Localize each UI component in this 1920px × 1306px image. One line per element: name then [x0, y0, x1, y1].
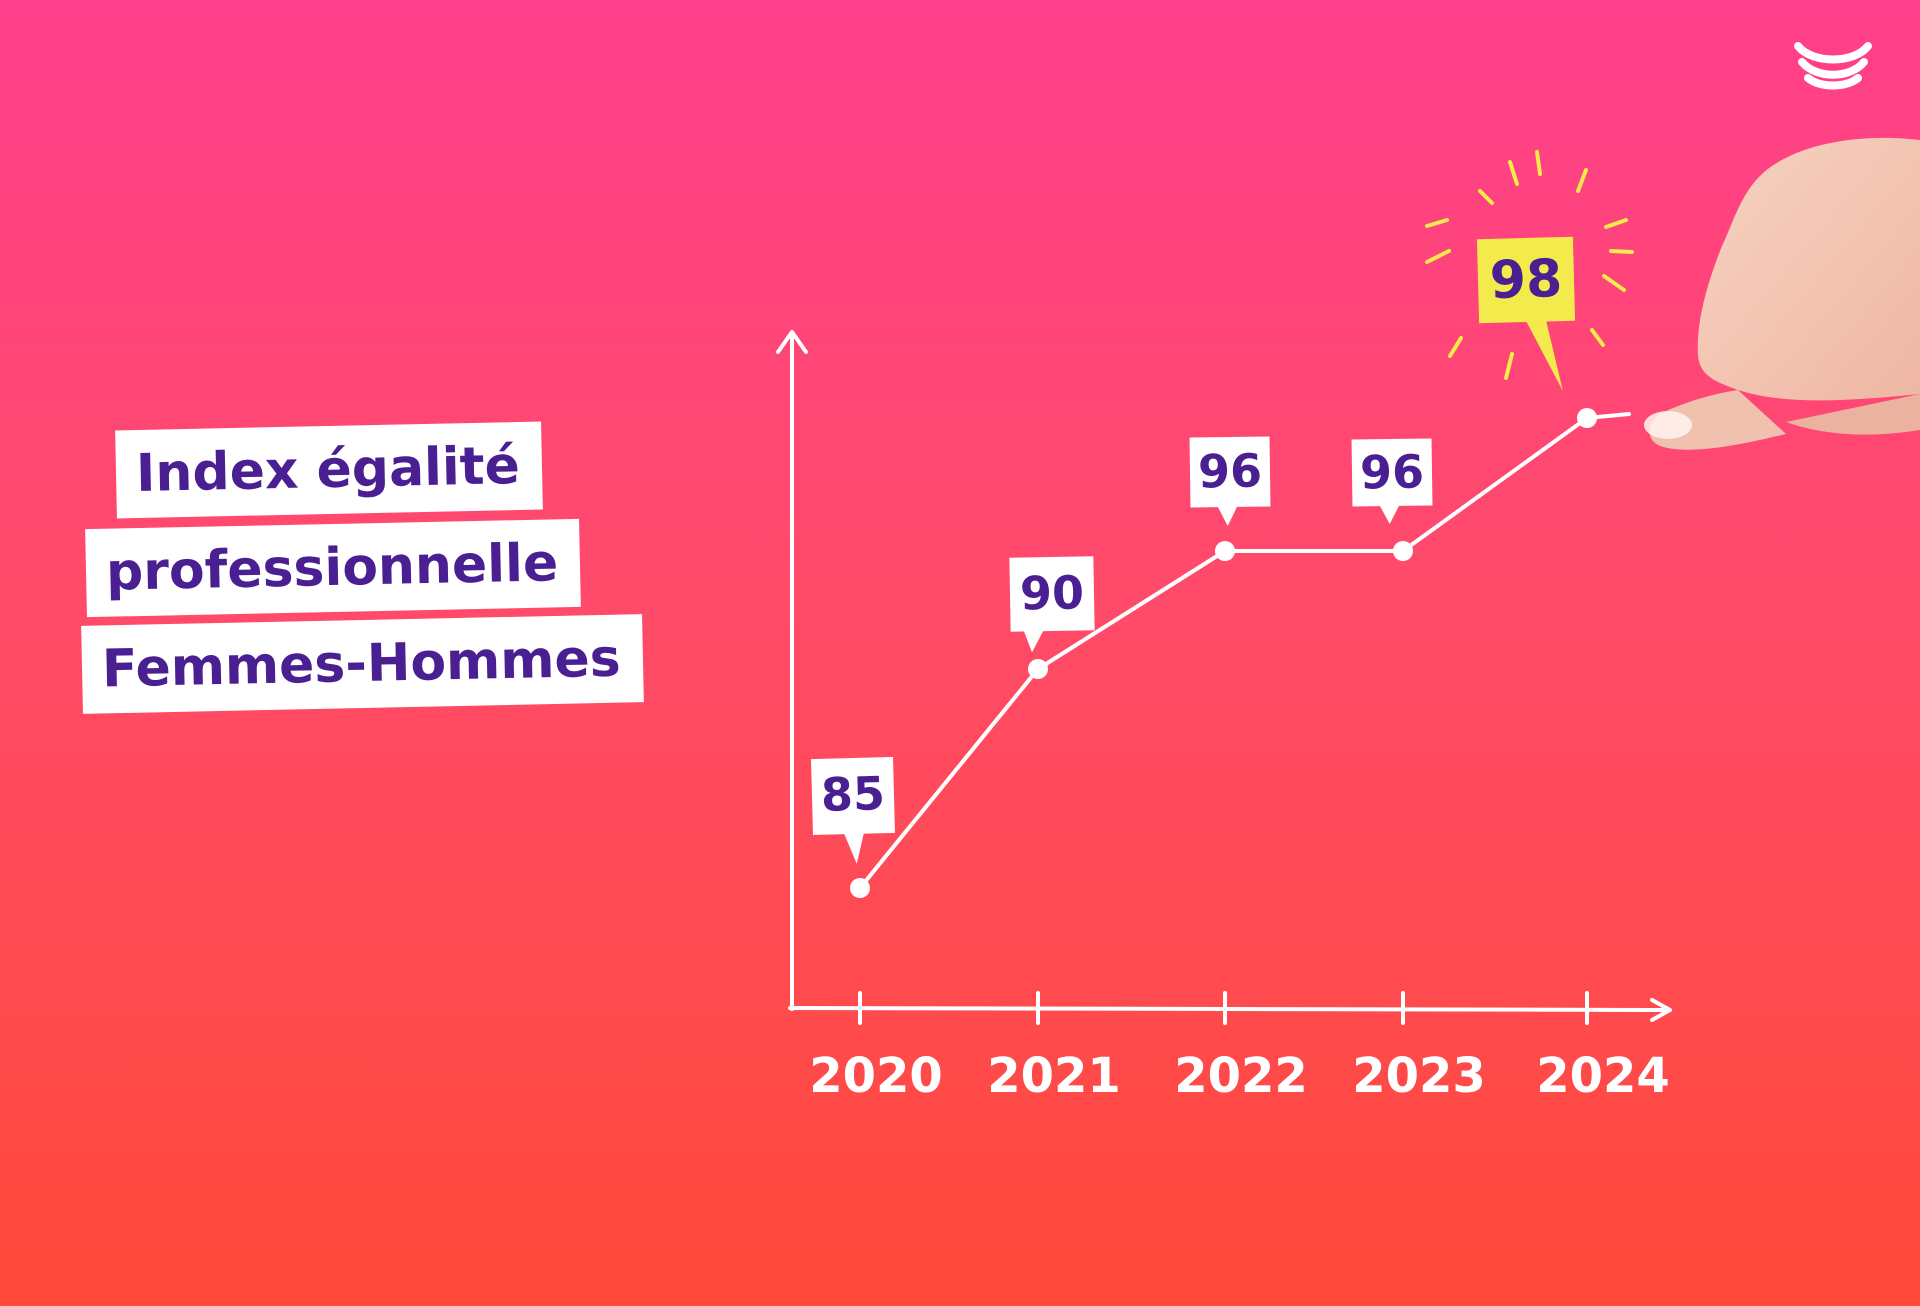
- data-label-2021: 90: [1009, 556, 1095, 653]
- data-label-box-2020: [811, 756, 895, 836]
- data-point-2024: [1577, 408, 1597, 428]
- x-axis: [788, 1006, 1670, 1012]
- data-labels-group: 85 90 96 96 98: [811, 236, 1576, 864]
- burst-ray-8: [1576, 168, 1588, 193]
- burst-ray-6: [1508, 160, 1519, 186]
- data-point-2020: [850, 878, 870, 898]
- x-tick-label-2022: 2022: [1174, 1048, 1308, 1104]
- data-label-2023: 96: [1351, 438, 1433, 525]
- series-line-group: [858, 412, 1631, 890]
- y-axis-arrow: [776, 330, 808, 354]
- data-point-2021: [1028, 659, 1048, 679]
- x-tick-labels: 2020 2021 2022 2023 2024: [809, 1048, 1670, 1104]
- data-label-pointer-2021: [1023, 630, 1044, 653]
- data-point-2023: [1393, 541, 1413, 561]
- x-tick-label-2021: 2021: [987, 1048, 1121, 1104]
- burst-ray-9: [1609, 249, 1634, 254]
- hand-illustration: [1644, 137, 1920, 450]
- x-tick-label-2024: 2024: [1536, 1048, 1670, 1104]
- burst-ray-5: [1478, 189, 1494, 205]
- burst-ray-7: [1535, 150, 1542, 176]
- x-tick-label-2020: 2020: [809, 1048, 943, 1104]
- burst-ray-1: [1425, 218, 1449, 228]
- burst-ray-11: [1602, 274, 1626, 292]
- burst-ray-2: [1425, 249, 1451, 264]
- series-segment-1: [858, 667, 1040, 890]
- highlight-burst: [1425, 150, 1634, 380]
- data-label-box-2022: [1189, 436, 1271, 508]
- burst-ray-3: [1448, 336, 1463, 358]
- data-label-box-2023: [1351, 438, 1433, 507]
- brand-waves-icon: [1794, 42, 1872, 90]
- data-label-box-2021: [1009, 556, 1095, 632]
- burst-ray-12: [1590, 328, 1605, 347]
- data-label-pointer-2023: [1379, 504, 1400, 525]
- chart-axes: [776, 330, 1672, 1025]
- data-label-value-2024: 98: [1489, 249, 1563, 311]
- data-point-2022: [1215, 541, 1235, 561]
- data-label-value-2020: 85: [820, 766, 885, 822]
- series-segment-2: [1036, 549, 1227, 671]
- data-label-pointer-2022: [1217, 505, 1238, 527]
- burst-ray-10: [1604, 218, 1628, 229]
- series-points-group: [850, 408, 1597, 898]
- data-label-pointer-2024: [1526, 320, 1563, 392]
- data-label-value-2022: 96: [1198, 444, 1263, 499]
- data-label-value-2023: 96: [1360, 445, 1425, 500]
- data-label-2024: 98: [1476, 236, 1576, 392]
- data-label-2022: 96: [1189, 436, 1271, 527]
- data-label-pointer-2020: [843, 832, 864, 864]
- series-segment-4: [1401, 416, 1589, 553]
- burst-ray-4: [1504, 352, 1514, 380]
- data-label-box-2024: [1476, 236, 1576, 324]
- x-tick-label-2023: 2023: [1352, 1048, 1486, 1104]
- x-axis-arrow: [1650, 998, 1672, 1022]
- data-label-2020: 85: [811, 756, 895, 864]
- data-label-value-2021: 90: [1020, 565, 1085, 620]
